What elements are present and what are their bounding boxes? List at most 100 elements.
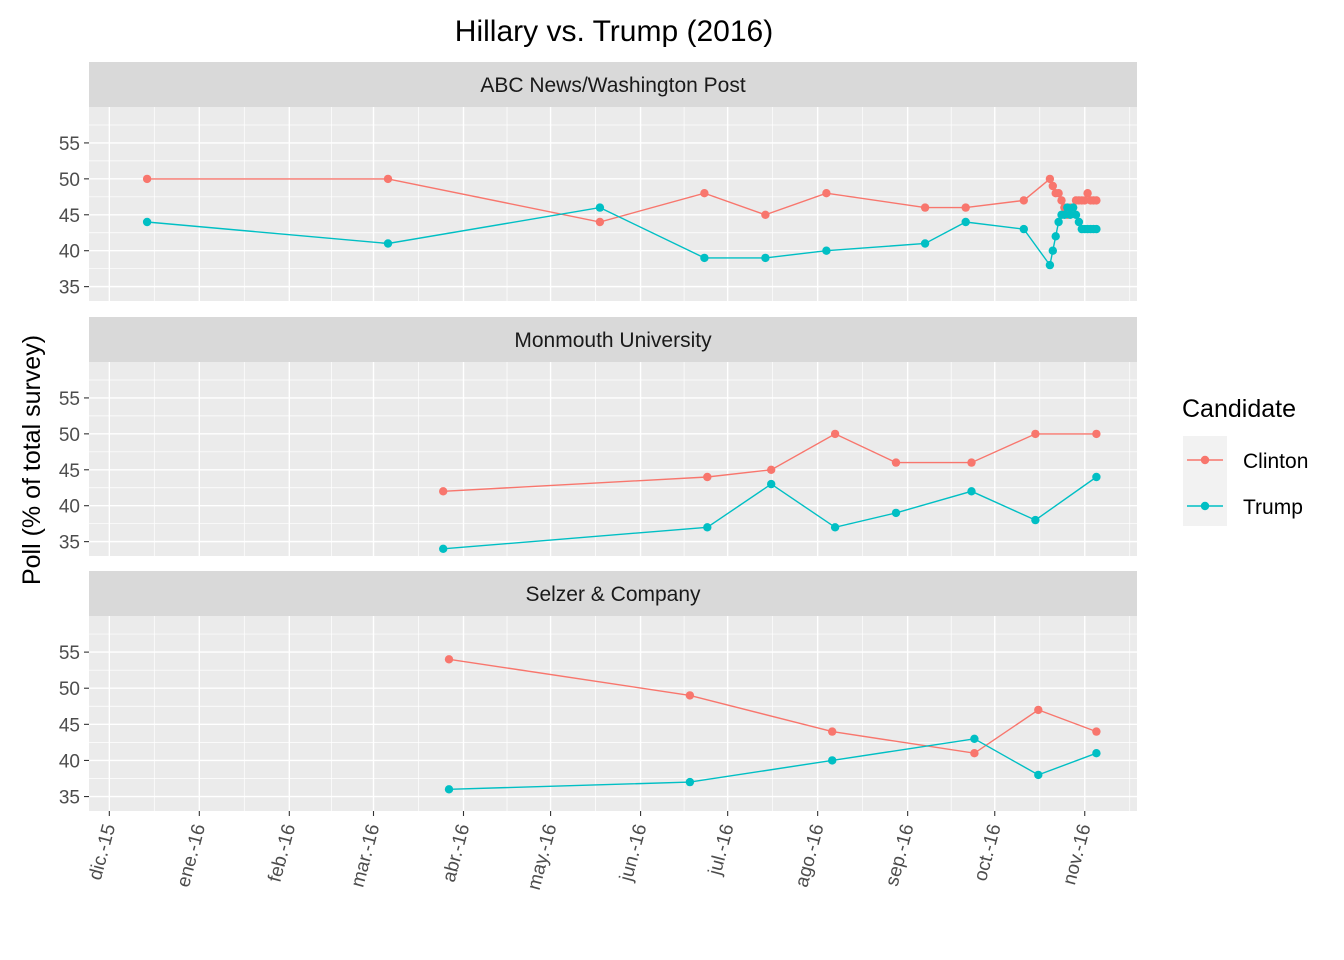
series-trump [439, 472, 1101, 553]
facet-strip-label: ABC News/Washington Post [480, 74, 745, 97]
y-tick-label: 55 [59, 134, 80, 155]
data-point-clinton [1083, 189, 1092, 198]
data-point-clinton [685, 691, 695, 700]
data-point-clinton [383, 174, 393, 184]
data-point-clinton [1019, 196, 1028, 205]
y-tick-label: 40 [59, 242, 80, 263]
data-point-clinton [703, 472, 712, 482]
data-point-trump [1063, 203, 1072, 212]
data-point-clinton [444, 655, 454, 664]
series-clinton [439, 429, 1101, 496]
data-point-trump [1048, 246, 1058, 255]
data-point-clinton [1031, 429, 1040, 439]
data-point-clinton [761, 210, 770, 219]
legend-label-clinton: Clinton [1243, 450, 1308, 473]
y-tick-label: 45 [59, 461, 80, 482]
data-point-trump [1031, 515, 1040, 525]
legend: Candidate Clinton Trump [1182, 395, 1308, 526]
facet-strip [89, 62, 1137, 107]
facet-strip-label: Selzer & Company [525, 583, 701, 606]
data-point-trump [761, 253, 770, 263]
data-point-trump [1045, 260, 1055, 270]
data-point-trump [767, 479, 776, 489]
data-point-clinton [1034, 705, 1043, 715]
data-point-clinton [1057, 196, 1066, 205]
data-point-trump [1092, 472, 1101, 482]
data-point-clinton [142, 174, 152, 184]
x-tick-label: nov.-16 [1059, 822, 1095, 887]
y-tick-label: 45 [59, 715, 80, 736]
legend-key-trump-point [1200, 501, 1210, 511]
data-point-clinton [828, 727, 837, 736]
y-tick-label: 35 [59, 533, 80, 554]
data-point-clinton [920, 203, 930, 212]
x-tick-label: sep.-16 [882, 822, 919, 889]
data-point-clinton [1080, 196, 1089, 205]
data-point-trump [891, 508, 901, 518]
data-point-clinton [1048, 181, 1058, 191]
y-tick-label: 40 [59, 751, 80, 772]
y-tick-label: 55 [59, 643, 80, 664]
y-tick-label: 45 [59, 206, 80, 227]
y-tick-label: 50 [59, 679, 80, 700]
panel-background [89, 616, 1137, 811]
data-point-trump [1074, 217, 1084, 227]
x-tick-label: ago.-16 [792, 822, 829, 890]
data-point-trump [1019, 224, 1028, 234]
data-point-clinton [1092, 727, 1101, 736]
x-tick-label: jun.-16 [616, 822, 652, 885]
series-line-trump [448, 738, 1097, 790]
data-point-trump [1060, 210, 1069, 219]
series-line-clinton [448, 658, 1097, 754]
data-point-clinton [1045, 174, 1055, 184]
data-point-trump [1066, 210, 1075, 219]
panel-monmouth-university: Monmouth University 35 40 45 50 55 [59, 317, 1137, 556]
facet-panels: ABC News/Washington Post 35 40 45 50 55 Monmou… [59, 62, 1137, 811]
data-point-trump [703, 523, 712, 532]
x-axis: dic.-15 ene.-16 feb.-16 mar.-16 abr.-16 may.-… [85, 811, 1096, 892]
data-point-trump [822, 246, 831, 255]
data-point-trump [828, 756, 837, 765]
y-axis-title: Poll (% of total survey) [18, 335, 46, 585]
x-tick-label: abr.-16 [439, 822, 475, 885]
data-point-trump [439, 544, 448, 553]
x-tick-label: oct.-16 [970, 822, 1005, 884]
data-point-trump [961, 217, 970, 227]
data-point-trump [920, 239, 930, 248]
x-tick-label: jul.-16 [705, 822, 739, 878]
data-point-clinton [970, 749, 979, 758]
data-point-trump [1092, 224, 1101, 234]
data-point-trump [595, 203, 605, 212]
data-point-clinton [439, 487, 448, 496]
data-point-clinton [961, 203, 970, 212]
data-point-clinton [767, 465, 776, 474]
facet-strip-label: Monmouth University [514, 329, 712, 352]
data-point-trump [685, 777, 695, 787]
legend-key-clinton-point [1200, 455, 1210, 465]
x-tick-label: ene.-16 [173, 822, 210, 890]
data-point-clinton [891, 458, 901, 467]
data-point-trump [444, 785, 454, 794]
y-tick-label: 35 [59, 278, 80, 299]
facet-strip [89, 317, 1137, 362]
panel-background [89, 107, 1137, 301]
data-point-clinton [1054, 189, 1063, 198]
series-trump [444, 734, 1101, 794]
data-point-clinton [1092, 196, 1101, 205]
facet-strip [89, 571, 1137, 616]
data-point-clinton [595, 217, 605, 227]
data-point-clinton [967, 458, 976, 467]
y-tick-label: 55 [59, 389, 80, 410]
data-point-trump [1051, 232, 1060, 241]
x-tick-label: dic.-15 [85, 822, 120, 883]
series-trump [142, 203, 1101, 270]
legend-title: Candidate [1182, 395, 1296, 423]
data-point-clinton [1092, 429, 1101, 439]
data-point-trump [1071, 210, 1081, 219]
y-tick-label: 50 [59, 425, 80, 446]
data-point-clinton [830, 429, 840, 439]
series-line-trump [443, 476, 1097, 550]
y-tick-label: 50 [59, 170, 80, 191]
data-point-trump [967, 487, 976, 496]
